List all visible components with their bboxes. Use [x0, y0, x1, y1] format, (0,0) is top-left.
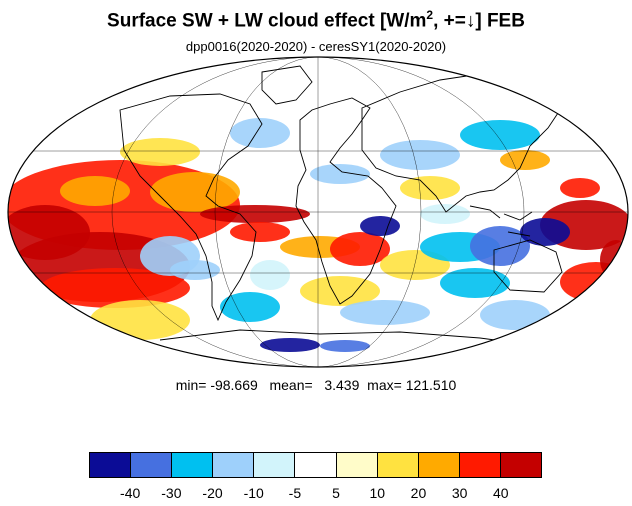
field-patch	[220, 292, 280, 322]
colorbar-tick-label: -40	[120, 485, 141, 501]
field-patch	[120, 138, 200, 166]
field-patch	[230, 222, 290, 242]
field-patch	[150, 172, 240, 212]
field-patch	[460, 120, 540, 150]
mollweide-map	[7, 56, 629, 368]
colorbar-swatch-2	[172, 453, 214, 477]
colorbar-swatch-10	[500, 453, 542, 477]
colorbar-swatch-6	[336, 453, 378, 477]
field-patch	[40, 268, 190, 308]
colorbar-swatch-1	[131, 453, 173, 477]
field-patch	[560, 262, 628, 302]
graticule	[8, 57, 628, 367]
field-patch	[300, 276, 380, 306]
field-patch	[60, 176, 130, 206]
map-border	[7, 56, 629, 368]
field-patch	[320, 340, 370, 352]
field-patch	[230, 118, 290, 148]
colorbar-tick-label: 40	[493, 485, 509, 501]
field-patch	[200, 205, 310, 223]
field-patch	[560, 178, 600, 198]
colorbar-labels: -40 -30 -20 -10 -5 5 10 20 30 40	[89, 485, 542, 503]
field-patch	[520, 218, 570, 246]
field-patch	[600, 240, 628, 280]
colorbar-tick-label: -5	[288, 485, 302, 501]
colorbar-tick-label: 20	[410, 485, 427, 501]
field-patch	[8, 205, 90, 260]
colorbar-tick-label: -10	[243, 485, 264, 501]
field-patch	[420, 204, 470, 224]
field-patch	[380, 140, 460, 170]
field-patch	[330, 232, 390, 266]
field-patch	[400, 176, 460, 200]
field-patch	[310, 164, 370, 184]
map-svg	[7, 56, 629, 368]
colorbar-tick-label: 5	[332, 485, 340, 501]
colorbar-tick-label: 10	[369, 485, 386, 501]
field-statistics: min= -98.669 mean= 3.439 max= 121.510	[175, 377, 457, 393]
field-layer	[8, 57, 628, 367]
map-subtitle: dpp0016(2020-2020) - ceresSY1(2020-2020)	[185, 39, 447, 54]
field-patch	[170, 260, 220, 280]
colorbar-swatch-8	[418, 453, 460, 477]
colorbar-swatch-3	[213, 453, 255, 477]
field-patch	[480, 300, 550, 330]
field-patch	[500, 150, 550, 170]
colorbar-swatch-4	[254, 453, 296, 477]
colorbar-tick-label: 30	[451, 485, 468, 501]
colorbar-swatch-9	[459, 453, 501, 477]
colorbar-swatch-5	[295, 453, 337, 477]
field-patch	[90, 300, 190, 340]
colorbar-swatch-7	[377, 453, 419, 477]
colorbar-tick-label: -20	[202, 485, 223, 501]
colorbar-tick-label: -30	[161, 485, 182, 501]
map-title: Surface SW + LW cloud effect [W/m2, +=↓]…	[107, 8, 525, 32]
colorbar	[89, 452, 542, 478]
field-patch	[360, 216, 400, 236]
field-patch	[260, 338, 320, 352]
colorbar-swatch-0	[90, 453, 132, 477]
field-patch	[340, 300, 430, 325]
field-patch	[470, 226, 530, 266]
field-patch	[250, 260, 290, 290]
field-patch	[440, 268, 510, 298]
